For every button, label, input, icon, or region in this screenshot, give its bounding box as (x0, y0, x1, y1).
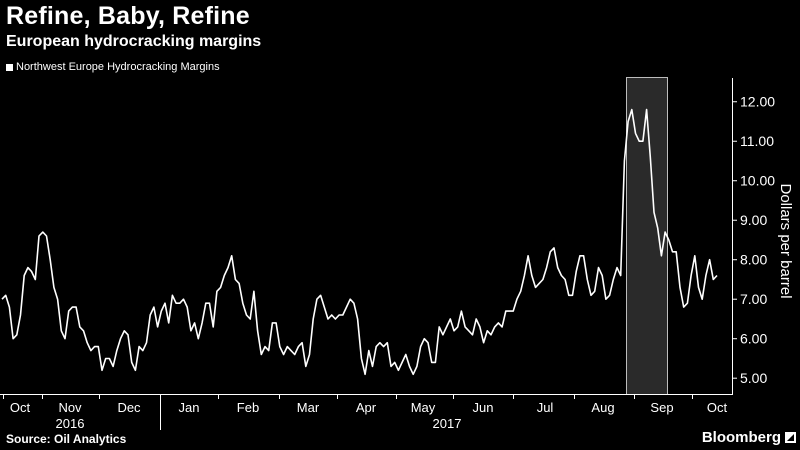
legend-label: Northwest Europe Hydrocracking Margins (16, 61, 220, 73)
y-tick-label: 11.00 (740, 133, 774, 149)
y-tick-label: 7.00 (740, 291, 767, 307)
x-tick-label: Mar (297, 400, 320, 415)
y-tick-label: 10.00 (740, 173, 775, 189)
legend-swatch (6, 63, 13, 71)
x-tick-label: Sep (650, 400, 673, 415)
series-line-group (1, 108, 718, 376)
x-tick-label: Jan (179, 400, 200, 415)
x-tick-label: Jul (537, 400, 554, 415)
x-tick-label: Nov (58, 400, 82, 415)
bloomberg-mark-icon (785, 432, 796, 443)
x-tick-label: Oct (10, 400, 31, 415)
brand-logo: Bloomberg (702, 429, 796, 446)
y-tick-label: 8.00 (740, 252, 767, 268)
x-tick-label: Dec (117, 400, 141, 415)
y-tick-label: 5.00 (740, 370, 767, 386)
axes-group (0, 78, 733, 395)
tick-labels-group: 5.00 6.00 7.00 8.00 9.00 10.00 11.00 12.00 Oct No… (3, 94, 775, 431)
y-tick-label: 12.00 (740, 94, 775, 110)
legend: Northwest Europe Hydrocracking Margins (6, 61, 220, 73)
chart-title: Refine, Baby, Refine (6, 2, 250, 30)
year-label: 2016 (56, 416, 85, 431)
y-axis-label: Dollars per barrel (777, 183, 794, 298)
brand-name: Bloomberg (701, 429, 781, 446)
y-tick-label: 9.00 (740, 212, 767, 228)
source-note: Source: Oil Analytics (6, 432, 127, 446)
y-tick-label: 6.00 (740, 331, 767, 347)
x-tick-label: Aug (591, 400, 614, 415)
x-tick-label: Feb (237, 400, 259, 415)
chart-subtitle: European hydrocracking margins (6, 33, 262, 50)
x-tick-label: Oct (707, 400, 728, 415)
series-line-hydrocracking-margins (1, 108, 718, 376)
highlight-band (626, 77, 668, 394)
x-tick-label: May (411, 400, 436, 415)
x-tick-label: Apr (356, 400, 377, 415)
year-label: 2017 (433, 416, 462, 431)
x-tick-label: Jun (473, 400, 494, 415)
